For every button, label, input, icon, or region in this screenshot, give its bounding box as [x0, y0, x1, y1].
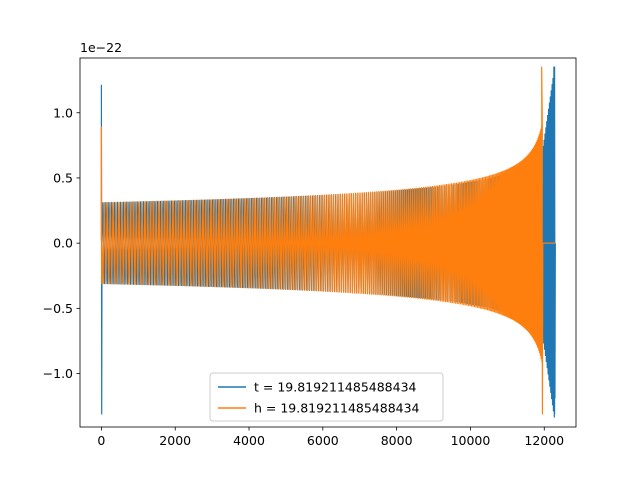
y-tick-label: −1.0 — [43, 366, 73, 381]
x-tick-label: 8000 — [381, 433, 413, 448]
series-layer — [100, 66, 556, 418]
x-axis: 0 2000 4000 6000 8000 10000 12000 — [97, 427, 564, 448]
legend-box — [209, 372, 444, 422]
legend-label: t = 19.819211485488434 — [254, 380, 417, 395]
y-offset-text: 1e−22 — [80, 40, 122, 55]
plot-frame — [79, 57, 577, 428]
x-tick-label: 10000 — [451, 433, 491, 448]
y-tick-label: −0.5 — [43, 301, 73, 316]
y-tick-label: 1.0 — [53, 105, 73, 120]
x-tick-label: 6000 — [307, 433, 339, 448]
x-tick-label: 12000 — [524, 433, 564, 448]
x-tick-label: 4000 — [233, 433, 265, 448]
y-axis: −1.0 −0.5 0.0 0.5 1.0 — [43, 105, 80, 381]
legend-label: h = 19.819211485488434 — [254, 401, 420, 416]
y-tick-label: 0.0 — [53, 236, 73, 251]
legend: t = 19.819211485488434 h = 19.81921148548… — [209, 372, 444, 422]
y-tick-label: 0.5 — [53, 170, 73, 185]
x-tick-label: 2000 — [159, 433, 191, 448]
x-tick-label: 0 — [97, 433, 105, 448]
series-line-h — [100, 66, 556, 415]
